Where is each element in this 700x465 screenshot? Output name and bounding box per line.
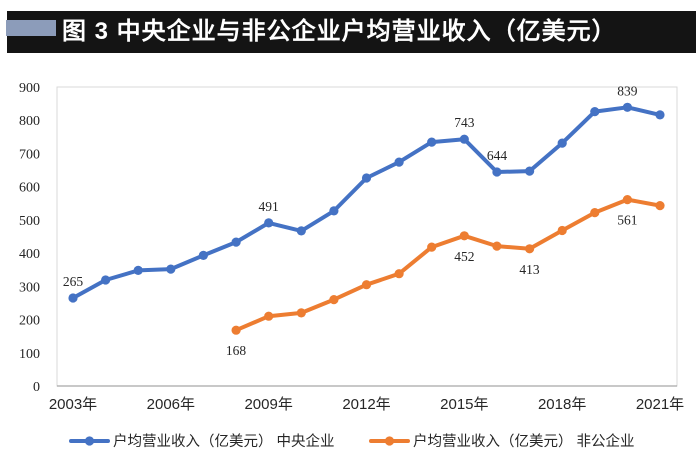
- data-label-644: 644: [487, 148, 508, 163]
- series-line-nonpublic: [234, 197, 662, 333]
- data-point-central: [492, 167, 502, 177]
- data-point-nonpublic: [622, 195, 633, 205]
- y-axis-tick-label: 600: [19, 181, 40, 196]
- data-point-nonpublic: [296, 308, 306, 318]
- data-point-central: [525, 166, 535, 176]
- data-point-central: [622, 102, 633, 112]
- data-label-839: 839: [617, 83, 638, 98]
- data-point-nonpublic: [361, 280, 372, 290]
- data-point-nonpublic: [525, 244, 535, 254]
- data-point-central: [101, 275, 111, 285]
- x-axis-tick-label: 2003年: [49, 396, 97, 413]
- x-axis-tick-label: 2018年: [538, 396, 586, 413]
- data-point-nonpublic: [655, 201, 665, 211]
- data-label-491: 491: [259, 199, 279, 214]
- data-point-central: [68, 293, 78, 303]
- y-axis-tick-label: 0: [33, 380, 40, 395]
- y-axis-tick-label: 200: [19, 314, 40, 329]
- data-point-nonpublic: [590, 208, 600, 218]
- data-point-nonpublic: [557, 225, 567, 236]
- data-point-nonpublic: [264, 311, 274, 321]
- data-label-561: 561: [617, 213, 637, 228]
- data-point-central: [166, 264, 176, 274]
- data-point-central: [427, 137, 437, 147]
- y-axis-tick-label: 500: [19, 214, 40, 229]
- x-axis-tick-label: 2015年: [440, 396, 488, 413]
- x-axis-tick-label: 2021年: [636, 396, 684, 413]
- y-axis-tick-label: 900: [19, 81, 40, 96]
- data-point-central: [231, 237, 241, 247]
- y-axis-tick-label: 100: [19, 347, 40, 362]
- data-point-central: [133, 265, 143, 275]
- data-point-central: [557, 138, 567, 148]
- data-point-central: [459, 134, 469, 144]
- data-point-nonpublic: [459, 231, 469, 241]
- y-axis-tick-label: 400: [19, 247, 40, 262]
- data-point-nonpublic: [329, 295, 339, 305]
- data-point-central: [198, 250, 208, 260]
- data-point-nonpublic: [492, 241, 502, 251]
- x-axis-tick-label: 2006年: [147, 396, 195, 413]
- data-point-nonpublic: [427, 242, 437, 252]
- line-chart: 0 100 200 300 400 500 600 700 800 900 2003年 2006年 20…: [19, 81, 684, 450]
- data-point-central: [329, 206, 339, 216]
- legend-label-central: 户均营业收入（亿美元） 中央企业: [113, 432, 335, 450]
- figure-title-banner: 图 3 中央企业与非公企业户均营业收入（亿美元）: [6, 11, 696, 53]
- legend-marker-dot-nonpublic: [384, 436, 395, 446]
- data-point-central: [264, 218, 274, 228]
- data-point-nonpublic: [231, 325, 241, 335]
- y-axis-tick-label: 300: [19, 280, 40, 295]
- legend-marker-dot-central: [84, 436, 95, 446]
- data-label-413: 413: [519, 262, 540, 277]
- data-label-265: 265: [63, 274, 84, 289]
- x-axis-tick-label: 2009年: [244, 396, 292, 413]
- x-axis-tick-label: 2012年: [342, 396, 390, 413]
- title-accent-bar: [6, 20, 56, 36]
- data-point-central: [361, 173, 372, 183]
- y-axis-tick-label: 700: [19, 147, 40, 162]
- figure-title: 图 3 中央企业与非公企业户均营业收入（亿美元）: [62, 18, 617, 45]
- legend-label-nonpublic: 户均营业收入（亿美元） 非公企业: [413, 432, 635, 450]
- data-point-central: [655, 110, 665, 120]
- data-point-nonpublic: [394, 269, 404, 279]
- data-point-central: [394, 157, 404, 167]
- data-label-168: 168: [226, 343, 247, 358]
- y-axis-tick-label: 800: [19, 114, 40, 129]
- data-point-central: [296, 226, 306, 236]
- data-label-743: 743: [454, 115, 475, 130]
- plot-area: [56, 86, 678, 387]
- data-point-central: [590, 107, 600, 117]
- data-label-452: 452: [454, 249, 474, 264]
